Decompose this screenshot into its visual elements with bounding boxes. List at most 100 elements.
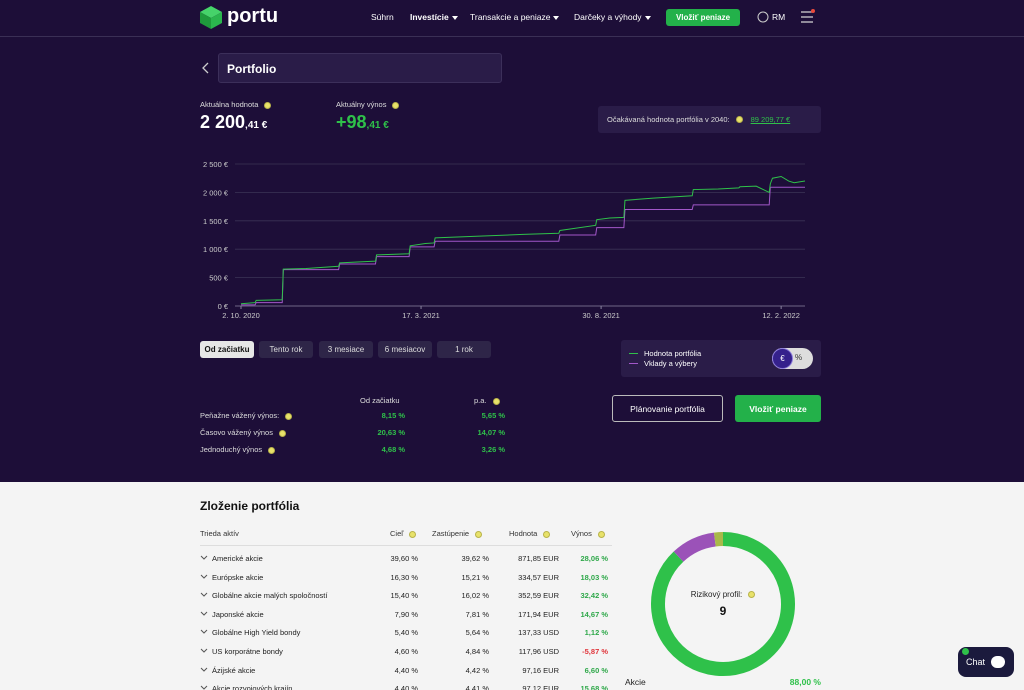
range-button[interactable]: 3 mesiace [319, 341, 373, 358]
returns-header: Od začiatku [360, 396, 400, 405]
returns-label: Jednoduchý výnos [200, 445, 276, 454]
table-cell: 352,59 EUR [518, 591, 559, 601]
table-cell: 14,67 % [580, 609, 608, 619]
returns-value: 14,07 % [477, 428, 505, 437]
value-decimals: ,41 € [366, 120, 389, 131]
menu-icon[interactable] [801, 11, 813, 23]
user-icon[interactable] [757, 11, 769, 23]
range-button[interactable]: 6 mesiacov [378, 341, 432, 358]
expected-value[interactable]: 89 209,77 € [750, 115, 791, 124]
logo-icon [200, 6, 222, 29]
plan-button[interactable]: Plánovanie portfólia [612, 395, 723, 422]
asset-name[interactable]: Japonské akcie [212, 609, 264, 619]
expected-label: Očakávaná hodnota portfólia v 2040: [607, 115, 730, 124]
nav-label: Súhrn [371, 12, 394, 22]
summary-value: 2 200,41 € [200, 112, 267, 133]
nav-cta[interactable]: Vložiť peniaze [666, 9, 740, 26]
y-tick-label: 500 € [209, 274, 229, 283]
help-icon [264, 101, 272, 109]
range-button[interactable]: 1 rok [437, 341, 491, 358]
asset-name[interactable]: Americké akcie [212, 554, 263, 563]
legend-label: Hodnota portfólia [644, 349, 702, 358]
returns-value: 4,68 % [381, 445, 405, 454]
table-header: Trieda aktív [200, 529, 239, 538]
header-text: Hodnota [509, 529, 538, 538]
help-icon [278, 429, 286, 437]
asset-name[interactable]: Globálne High Yield bondy [212, 628, 301, 638]
asset-name[interactable]: Globálne akcie malých spoločností [212, 591, 328, 601]
table-cell: 6,60 % [584, 665, 608, 675]
help-icon [475, 530, 483, 538]
donut-segment [713, 532, 724, 547]
y-tick-label: 1 000 € [203, 245, 229, 254]
portfolio-name: Portfolio [227, 62, 277, 76]
returns-value: 8,15 % [381, 411, 405, 420]
expand-chevron[interactable] [200, 629, 208, 635]
back-arrow[interactable] [202, 62, 209, 74]
donut-category: Akcie [625, 677, 646, 687]
nav-item[interactable]: Transakcie a peniaze [470, 12, 560, 22]
nav-item[interactable]: Investície [410, 12, 458, 22]
notification-dot [811, 9, 815, 13]
nav-item[interactable]: Súhrn [371, 12, 394, 22]
risk-text: Rizikový profil: [690, 590, 743, 599]
expand-chevron[interactable] [200, 574, 208, 580]
returns-label: Časovo vážený výnos [200, 428, 286, 437]
help-icon [409, 530, 417, 538]
chat-status [962, 648, 969, 655]
chat-button[interactable]: Chat [958, 647, 1014, 677]
table-cell: 15,68 % [580, 684, 608, 690]
table-cell: 39,62 % [461, 554, 489, 563]
nav-label: Investície [410, 12, 449, 22]
expand-chevron[interactable] [200, 611, 208, 617]
returns-value: 5,65 % [481, 411, 505, 420]
table-cell: 1,12 % [584, 628, 608, 638]
help-icon [597, 530, 605, 538]
asset-name[interactable]: Akcie rozvojových krajín [212, 684, 293, 690]
asset-name[interactable]: Ázijské akcie [212, 665, 256, 675]
table-cell: 871,85 EUR [518, 554, 559, 563]
returns-label: Peňažne vážený výnos: [200, 411, 293, 420]
portfolio-select[interactable]: Portfolio [218, 53, 502, 83]
nav-item[interactable]: Darčeky a výhody [574, 12, 651, 22]
deposit-button[interactable]: Vložiť peniaze [735, 395, 821, 422]
expand-chevron[interactable] [200, 592, 208, 598]
series-line [241, 186, 805, 306]
asset-name[interactable]: US korporátne bondy [212, 647, 283, 656]
header-text: Cieľ [390, 529, 404, 538]
table-cell: 15,40 % [390, 591, 418, 601]
toggle-percent[interactable]: % [795, 353, 803, 362]
expand-chevron[interactable] [200, 555, 208, 561]
legend-label: Vklady a výbery [644, 359, 697, 368]
chat-label: Chat [966, 657, 986, 667]
range-button[interactable]: Tento rok [259, 341, 313, 358]
caret [553, 15, 560, 20]
help-icon [285, 412, 293, 420]
legend-item: Hodnota portfólia [629, 349, 701, 358]
label-text: Aktuálna hodnota [200, 100, 259, 109]
expand-chevron[interactable] [200, 667, 208, 673]
table-cell: 5,40 % [394, 628, 418, 638]
help-icon [735, 116, 743, 123]
table-header: Cieľ [390, 529, 417, 538]
y-tick-label: 2 500 € [203, 160, 229, 169]
x-tick-label: 30. 8. 2021 [582, 311, 620, 320]
value-main: 2 200 [200, 112, 246, 132]
user-initials: RM [772, 12, 786, 22]
x-tick-label: 2. 10. 2020 [222, 311, 260, 320]
table-cell: 16,02 % [461, 591, 489, 601]
toggle-euro[interactable]: € [772, 348, 793, 369]
expand-chevron[interactable] [200, 648, 208, 654]
caret [451, 15, 458, 20]
x-tick-label: 12. 2. 2022 [762, 311, 800, 320]
caret [644, 15, 651, 20]
header-text: Od začiatku [360, 396, 400, 405]
asset-name[interactable]: Európske akcie [212, 572, 264, 582]
table-cell: -5,87 % [582, 647, 608, 656]
expand-chevron[interactable] [200, 685, 208, 690]
table-header: Výnos [571, 529, 605, 538]
range-button[interactable]: Od začiatku [200, 341, 254, 358]
unit-toggle[interactable]: €% [772, 348, 813, 369]
table-cell: 4,60 % [394, 647, 418, 656]
nav-label: Transakcie a peniaze [470, 12, 551, 22]
